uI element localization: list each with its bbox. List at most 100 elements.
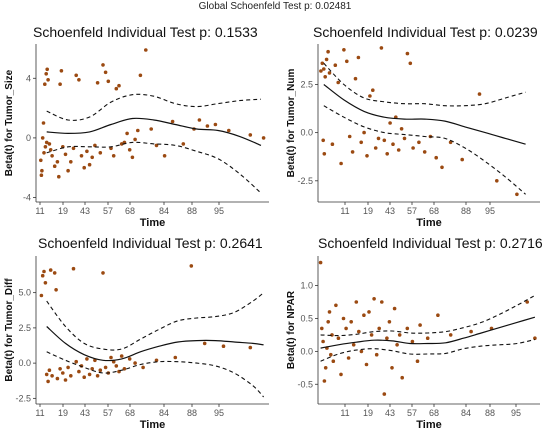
data-point	[376, 136, 381, 141]
data-point	[392, 306, 397, 311]
data-point	[136, 128, 140, 133]
data-point	[181, 142, 186, 146]
data-point	[410, 339, 415, 344]
data-point	[154, 358, 159, 363]
data-point	[66, 168, 70, 173]
data-point	[425, 336, 430, 341]
data-point	[40, 136, 45, 140]
data-point	[396, 148, 401, 152]
data-point	[248, 133, 253, 137]
data-point	[125, 131, 129, 136]
x-tick-label: 57	[407, 206, 417, 216]
data-point	[205, 124, 210, 128]
data-point	[367, 310, 371, 314]
x-tick-label: 11	[35, 206, 44, 216]
lower-ci-curve	[46, 141, 262, 194]
x-axis-label: Time	[416, 419, 441, 431]
data-point	[525, 300, 529, 304]
data-point	[339, 372, 343, 377]
data-point	[101, 63, 105, 67]
data-point	[103, 365, 108, 370]
data-point	[385, 336, 389, 341]
data-point	[82, 165, 86, 170]
data-point	[58, 82, 62, 86]
y-tick-label: 2.5	[18, 323, 31, 333]
data-point	[63, 378, 68, 382]
x-tick-label: 95	[485, 206, 495, 216]
data-point	[55, 160, 60, 164]
data-point	[373, 146, 378, 150]
data-point	[63, 152, 68, 157]
data-point	[327, 71, 332, 75]
x-tick-label: 95	[214, 206, 224, 216]
data-point	[170, 119, 175, 124]
data-point	[342, 48, 346, 52]
lower-ci-curve	[320, 338, 536, 362]
data-point	[69, 374, 73, 378]
data-point	[326, 49, 330, 54]
panel-2-title: Schoenfeld Individual Test p: 0.0239	[313, 24, 538, 40]
data-point	[356, 55, 361, 60]
data-point	[93, 143, 97, 148]
data-point	[261, 136, 266, 140]
data-point	[52, 271, 57, 275]
y-tick-label: -2.5	[297, 176, 313, 186]
data-point	[47, 368, 52, 373]
data-point	[106, 79, 111, 84]
data-point	[323, 75, 328, 79]
plot-area	[319, 46, 526, 197]
data-point	[103, 70, 108, 75]
data-point	[359, 349, 364, 354]
data-point	[364, 362, 369, 367]
data-point	[369, 333, 374, 337]
data-point	[141, 365, 145, 370]
panel-3-title: Schoenfeld Individual Test p: 0.2641	[38, 235, 263, 251]
y-axis-label: Beta(t) for NPAR	[286, 290, 297, 369]
x-tick-label: 43	[80, 408, 90, 418]
data-point	[221, 344, 226, 349]
y-tick-label: 4	[26, 73, 31, 83]
data-point	[344, 326, 348, 331]
x-axis-label: Time	[140, 419, 165, 431]
data-point	[213, 122, 218, 127]
data-point	[43, 82, 47, 86]
data-point	[350, 150, 355, 154]
y-tick-label: 0.5	[300, 313, 313, 323]
data-point	[362, 130, 366, 135]
x-tick-label: 95	[511, 408, 521, 418]
panel-1-title: Schoenfeld Individual Test p: 0.1533	[33, 24, 258, 40]
data-point	[98, 151, 103, 155]
lower-ci-curve	[323, 105, 526, 195]
data-point	[321, 138, 326, 143]
data-point	[333, 63, 338, 67]
data-point	[74, 359, 78, 364]
data-point	[391, 142, 395, 146]
data-point	[95, 81, 100, 85]
y-axis-label: Beta(t) for Tumor_Diff	[4, 278, 15, 382]
x-tick-label: 57	[103, 206, 113, 216]
data-point	[319, 69, 323, 73]
panel-2: -2.5 0.0 2.5 11 19 43 57 68 88 95 Time Beta(t) for …	[286, 44, 540, 229]
data-point	[374, 352, 379, 357]
x-tick-label: 43	[385, 408, 395, 418]
x-tick-label: 57	[407, 408, 417, 418]
data-point	[79, 154, 84, 158]
data-point	[440, 165, 444, 170]
x-axis-label: Time	[416, 217, 441, 229]
data-point	[320, 61, 325, 66]
data-point	[71, 266, 76, 271]
data-point	[388, 121, 392, 125]
global-title: Global Schoenfeld Test p: 0.02481	[198, 1, 352, 12]
y-tick-label: 0.0	[300, 128, 313, 138]
y-tick-label: -2.5	[15, 393, 31, 403]
data-point	[390, 366, 394, 370]
data-point	[114, 86, 119, 91]
data-point	[227, 128, 231, 133]
data-point	[44, 140, 49, 145]
data-point	[39, 173, 44, 177]
data-point	[189, 264, 194, 268]
data-point	[329, 352, 333, 357]
data-point	[117, 83, 121, 88]
data-point	[395, 343, 399, 347]
